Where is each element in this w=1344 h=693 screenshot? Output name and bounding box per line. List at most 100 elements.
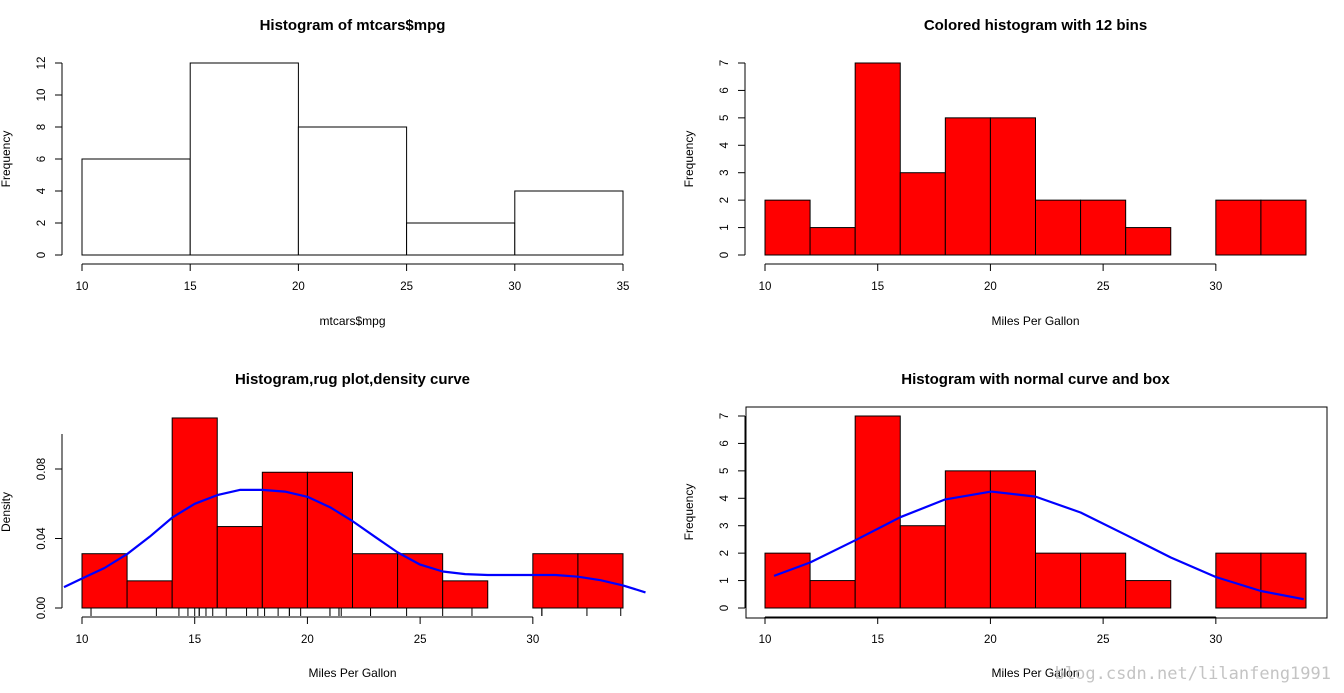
histogram-bar <box>216 526 263 609</box>
chart-title: Histogram with normal curve and box <box>901 371 1170 388</box>
y-tick-label: 3 <box>719 523 731 529</box>
y-tick-label: 6 <box>719 440 731 446</box>
x-tick-label: 25 <box>400 281 413 293</box>
y-axis-title: Frequency <box>682 131 696 188</box>
histogram-bar <box>1260 552 1307 609</box>
normal-curve <box>773 490 1304 601</box>
y-tick-label: 4 <box>719 494 731 501</box>
x-tick-label: 20 <box>292 281 305 293</box>
density-curve <box>63 488 646 594</box>
histogram-bar <box>306 471 353 609</box>
histogram-bar <box>809 580 856 609</box>
histogram-bar <box>899 525 946 609</box>
x-tick-label: 20 <box>984 281 997 293</box>
y-tick-label: 2 <box>719 197 731 203</box>
y-tick-label: 2 <box>719 550 731 556</box>
y-tick-label: 0.04 <box>36 527 48 550</box>
histogram-bar <box>1125 227 1172 256</box>
y-tick-label: 0 <box>719 605 731 611</box>
y-tick-label: 6 <box>719 87 731 93</box>
y-tick-label: 2 <box>36 220 48 226</box>
y-tick-label: 4 <box>36 187 48 194</box>
y-tick-label: 12 <box>36 57 48 70</box>
x-tick-label: 20 <box>301 634 314 646</box>
x-tick-label: 10 <box>759 634 772 646</box>
y-tick-label: 8 <box>36 124 48 130</box>
histogram-bar <box>406 222 516 256</box>
y-tick-label: 0 <box>36 252 48 258</box>
x-tick-label: 30 <box>508 281 521 293</box>
x-axis-title: Miles Per Gallon <box>991 666 1079 680</box>
y-tick-label: 10 <box>36 89 48 102</box>
y-axis-title: Frequency <box>682 484 696 541</box>
y-axis-title: Density <box>0 492 13 532</box>
chart-histogram-density: Histogram,rug plot,density curve 10 15 20 25… <box>0 371 646 680</box>
x-axis-title: Miles Per Gallon <box>308 666 396 680</box>
histogram-bar <box>514 190 624 256</box>
y-tick-label: 0 <box>719 252 731 258</box>
chart-title: Colored histogram with 12 bins <box>924 17 1147 34</box>
y-tick-label: 1 <box>719 224 731 230</box>
plot-box <box>745 406 1328 619</box>
histogram-bar <box>126 580 173 609</box>
x-tick-label: 25 <box>1097 281 1110 293</box>
y-tick-label: 0.00 <box>36 597 48 619</box>
histogram-bar <box>809 227 856 256</box>
histogram-bar <box>1125 580 1172 609</box>
x-tick-label: 25 <box>1097 634 1110 646</box>
histogram-bar <box>352 553 399 609</box>
x-tick-label: 10 <box>76 281 89 293</box>
histogram-bar <box>944 470 991 609</box>
x-tick-label: 15 <box>871 634 884 646</box>
y-tick-label: 7 <box>719 413 731 419</box>
histogram-bar <box>189 62 299 256</box>
chart-title: Histogram of mtcars$mpg <box>260 17 446 34</box>
histogram-bar <box>81 158 191 256</box>
x-tick-label: 15 <box>871 281 884 293</box>
histogram-bar <box>854 62 901 256</box>
histogram-bar <box>81 553 128 609</box>
y-tick-label: 5 <box>719 468 731 474</box>
chart-title: Histogram,rug plot,density curve <box>235 371 470 388</box>
y-tick-label: 4 <box>719 141 731 148</box>
y-axis-title: Frequency <box>0 131 13 188</box>
y-tick-label: 1 <box>719 577 731 583</box>
histogram-bar <box>1080 552 1127 609</box>
x-axis-title: mtcars$mpg <box>319 314 385 328</box>
x-tick-label: 30 <box>526 634 539 646</box>
histogram-bar <box>297 126 408 256</box>
histogram-bar <box>899 172 946 256</box>
x-axis-title: Miles Per Gallon <box>991 314 1079 328</box>
x-tick-label: 25 <box>414 634 427 646</box>
histogram-bar <box>1260 199 1307 256</box>
histogram-bar <box>1035 199 1082 256</box>
y-tick-label: 7 <box>719 60 731 66</box>
histogram-bar <box>1215 199 1262 256</box>
x-tick-label: 20 <box>984 634 997 646</box>
y-tick-label: 5 <box>719 115 731 121</box>
histogram-bar <box>854 415 901 609</box>
histogram-bar <box>397 553 444 609</box>
x-tick-label: 15 <box>184 281 197 293</box>
histogram-bar <box>764 552 811 609</box>
histogram-bar <box>532 553 579 609</box>
histogram-bar <box>442 580 489 609</box>
x-tick-label: 10 <box>759 281 772 293</box>
histogram-bar <box>944 117 991 256</box>
x-tick-label: 30 <box>1209 634 1222 646</box>
histogram-bar <box>1035 552 1082 609</box>
histogram-bar <box>1215 552 1262 609</box>
watermark-text: blog.csdn.net/lilanfeng1991 <box>1055 664 1331 684</box>
chart-histogram-plain: Histogram of mtcars$mpg 10 15 20 25 30 35 0 2 4 6 8… <box>0 17 629 328</box>
histogram-bar <box>764 199 811 256</box>
x-tick-label: 10 <box>76 634 89 646</box>
x-tick-label: 15 <box>188 634 201 646</box>
y-tick-label: 3 <box>719 170 731 176</box>
histogram-bar <box>1080 199 1127 256</box>
y-tick-label: 0.08 <box>36 458 48 480</box>
histogram-bar <box>989 117 1037 256</box>
x-tick-label: 30 <box>1209 281 1222 293</box>
